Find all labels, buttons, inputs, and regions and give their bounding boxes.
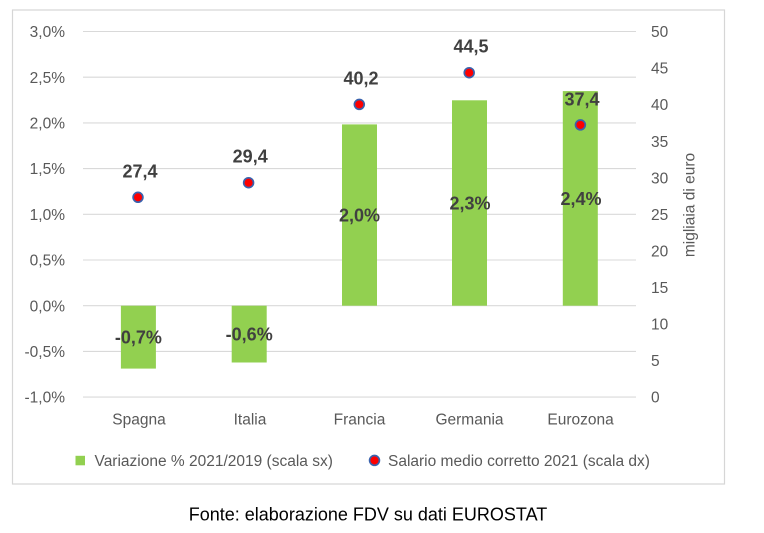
svg-text:29,4: 29,4 <box>233 147 268 167</box>
svg-text:45: 45 <box>651 61 668 78</box>
svg-text:3,0%: 3,0% <box>30 24 66 41</box>
svg-text:1,5%: 1,5% <box>30 161 66 178</box>
svg-text:50: 50 <box>651 24 669 41</box>
svg-text:10: 10 <box>651 317 669 334</box>
svg-text:40,2: 40,2 <box>343 68 378 88</box>
svg-text:-1,0%: -1,0% <box>25 390 66 407</box>
svg-text:Italia: Italia <box>234 412 267 429</box>
svg-text:5: 5 <box>651 353 660 370</box>
svg-text:Eurozona: Eurozona <box>547 412 614 429</box>
svg-text:Germania: Germania <box>435 412 503 429</box>
svg-text:30: 30 <box>651 170 669 187</box>
svg-text:40: 40 <box>651 97 669 114</box>
svg-text:2,0%: 2,0% <box>339 206 380 226</box>
svg-text:2,5%: 2,5% <box>30 70 66 87</box>
svg-text:0,0%: 0,0% <box>30 298 66 315</box>
svg-text:Spagna: Spagna <box>112 412 166 429</box>
svg-text:27,4: 27,4 <box>122 161 157 181</box>
svg-text:35: 35 <box>651 134 668 151</box>
svg-text:37,4: 37,4 <box>564 89 599 109</box>
svg-text:-0,7%: -0,7% <box>115 328 162 348</box>
svg-text:25: 25 <box>651 207 668 224</box>
svg-text:0,5%: 0,5% <box>30 253 66 270</box>
svg-text:15: 15 <box>651 280 668 297</box>
svg-text:Fonte: elaborazione FDV su dat: Fonte: elaborazione FDV su dati EUROSTAT <box>189 505 547 525</box>
svg-text:2,4%: 2,4% <box>560 189 601 209</box>
svg-text:0: 0 <box>651 390 660 407</box>
svg-text:2,3%: 2,3% <box>449 194 490 214</box>
svg-text:Francia: Francia <box>334 412 386 429</box>
svg-text:migliaia di euro: migliaia di euro <box>682 153 699 257</box>
svg-text:20: 20 <box>651 244 669 261</box>
svg-text:-0,6%: -0,6% <box>226 325 273 345</box>
svg-text:44,5: 44,5 <box>453 37 488 57</box>
svg-text:1,0%: 1,0% <box>30 207 66 224</box>
svg-text:Variazione % 2021/2019 (scala: Variazione % 2021/2019 (scala sx) <box>95 453 333 470</box>
svg-text:2,0%: 2,0% <box>30 116 66 133</box>
svg-text:Salario medio corretto 2021 (s: Salario medio corretto 2021 (scala dx) <box>388 453 650 470</box>
svg-text:-0,5%: -0,5% <box>25 344 66 361</box>
